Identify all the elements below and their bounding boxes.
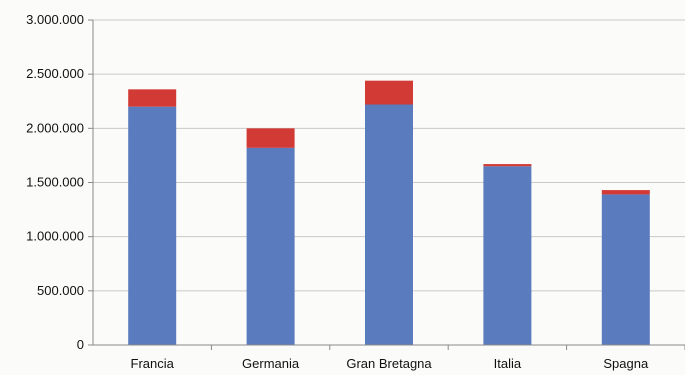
y-tick-label: 2.500.000 (26, 66, 84, 81)
x-category-label: Francia (131, 356, 175, 371)
y-tick-label: 3.000.000 (26, 12, 84, 27)
bar-segment-base (128, 106, 177, 346)
axes (88, 19, 685, 350)
bar-segment-top (246, 128, 295, 148)
bar-segment-base (483, 166, 532, 345)
y-tick-label: 500.000 (37, 283, 84, 298)
bar-segment-top (365, 80, 413, 105)
bar-segment-top (601, 190, 650, 195)
x-category-label: Italia (494, 356, 522, 371)
y-tick-label: 2.000.000 (26, 120, 84, 135)
bar-segment-top (483, 164, 532, 167)
bar-segment-base (246, 147, 295, 345)
x-category-label: Spagna (603, 356, 649, 371)
bar-segment-top (128, 89, 177, 107)
bars (128, 80, 650, 346)
y-tick-label: 1.500.000 (26, 175, 84, 190)
y-tick-label: 1.000.000 (26, 229, 84, 244)
x-category-label: Germania (242, 356, 300, 371)
labels: 0 500.000 1.000.000 1.500.000 2.000.000 2.500… (26, 12, 649, 371)
bar-segment-base (601, 194, 650, 345)
x-category-label: Gran Bretagna (346, 356, 432, 371)
bar-segment-base (365, 104, 413, 345)
y-tick-label: 0 (77, 337, 84, 352)
